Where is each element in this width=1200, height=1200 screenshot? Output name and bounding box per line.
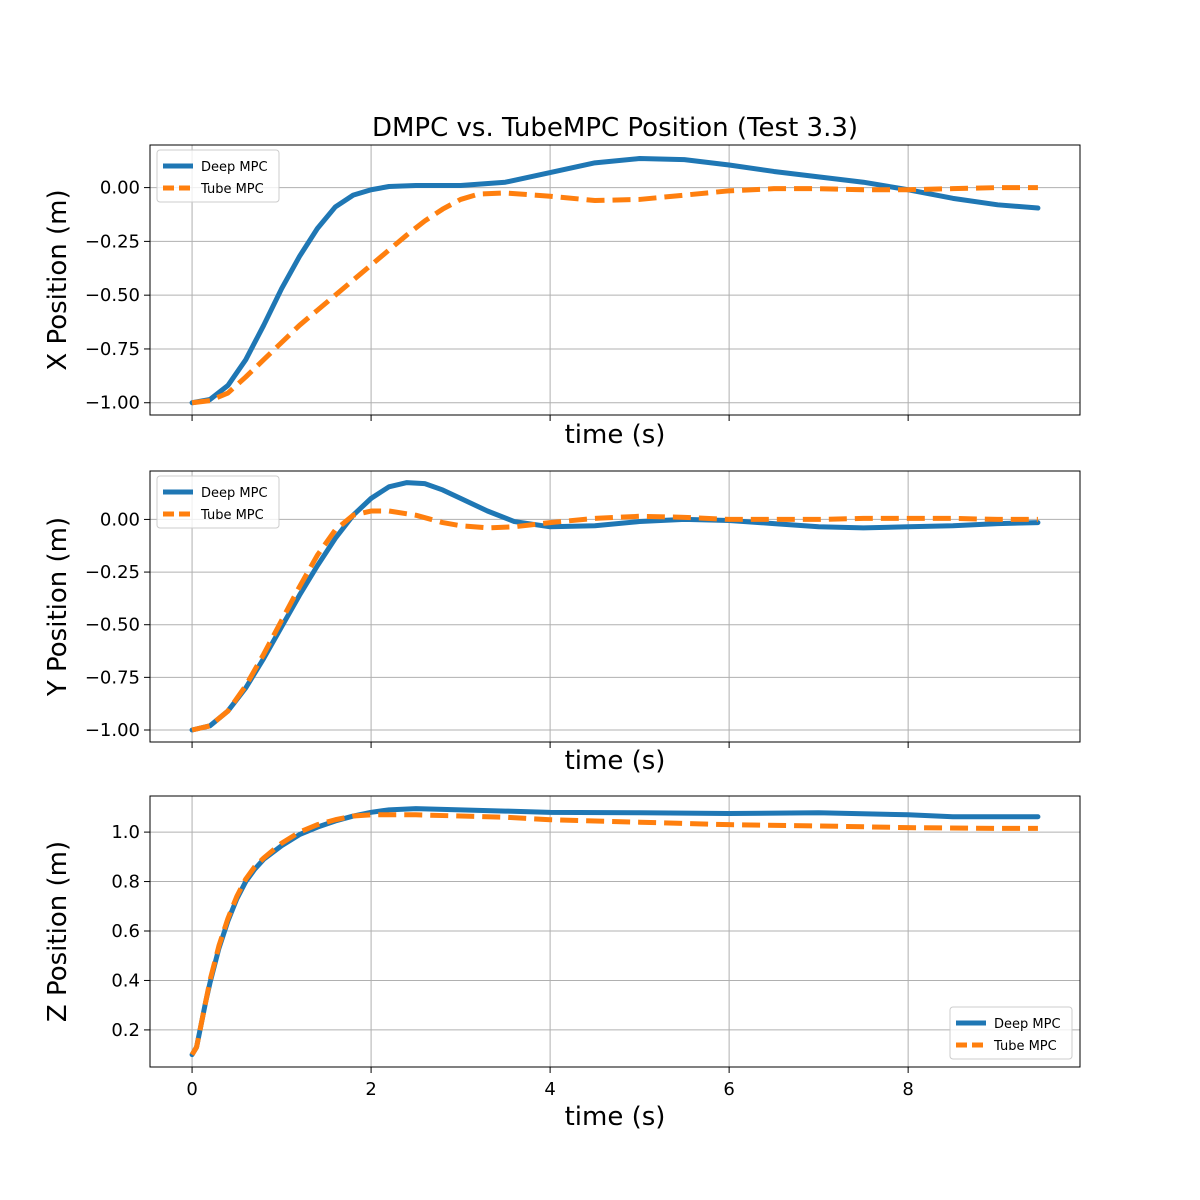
legend-label-tube-mpc-z: Tube MPC [993,1039,1057,1054]
x-tick-label-z-0: 0 [186,1079,197,1100]
y-tick-label-x-0: −1.00 [85,393,140,414]
y-axis-label-x: X Position (m) [43,189,73,370]
series-tube-mpc-y [191,508,1038,733]
y-tick-label-z-3: 0.8 [111,872,140,893]
y-axis-label-z: Z Position (m) [43,841,73,1022]
x-tick-label-z-2: 4 [544,1079,555,1100]
x-axis-label-x: time (s) [565,420,666,450]
axes-frame-y [149,470,1081,743]
series-tube-mpc-z [189,812,1038,1056]
legend-label-deep-mpc-z: Deep MPC [994,1017,1061,1032]
y-tick-label-z-1: 0.4 [111,970,140,991]
legend-x: Deep MPC Tube MPC [156,149,280,203]
subplot-x: −1.00 −0.75 −0.50 −0.25 0.00 time (s) X Positi… [43,144,1081,450]
legend-y: Deep MPC Tube MPC [156,475,280,529]
series-deep-mpc-y [189,480,1041,733]
x-tick-label-z-1: 2 [365,1079,376,1100]
legend-label-deep-mpc-x: Deep MPC [201,160,268,175]
y-tick-label-y-0: −1.00 [85,720,140,741]
y-tick-label-x-2: −0.50 [85,285,140,306]
series-tube-mpc-x [191,185,1038,406]
axes-frame-x [149,144,1081,416]
legend-label-deep-mpc-y: Deep MPC [201,486,268,501]
subplot-z: 0 2 4 6 8 0.2 0.4 0.6 0.8 1.0 time (s) Z Position (… [43,795,1081,1132]
y-tick-label-z-0: 0.2 [111,1020,140,1041]
legend-label-tube-mpc-y: Tube MPC [200,508,264,523]
series-deep-mpc-z [189,806,1041,1058]
y-tick-label-x-1: −0.75 [85,339,140,360]
y-tick-label-y-2: −0.50 [85,615,140,636]
x-axis-label-z: time (s) [565,1102,666,1132]
x-axis-label-y: time (s) [565,746,666,776]
subplots: −1.00 −0.75 −0.50 −0.25 0.00 time (s) X Positi… [43,144,1081,1132]
x-tick-label-z-4: 8 [902,1079,913,1100]
y-tick-label-y-3: −0.25 [85,562,140,583]
y-tick-label-z-2: 0.6 [111,921,140,942]
chart-title: DMPC vs. TubeMPC Position (Test 3.3) [372,113,858,143]
legend-label-tube-mpc-x: Tube MPC [200,182,264,197]
legend-z: Deep MPC Tube MPC [949,1006,1073,1060]
y-axis-label-y: Y Position (m) [43,517,73,697]
y-tick-label-y-4: 0.00 [100,509,140,530]
y-tick-label-x-4: 0.00 [100,178,140,199]
x-tick-label-z-3: 6 [723,1079,734,1100]
y-tick-label-x-3: −0.25 [85,231,140,252]
y-tick-label-y-1: −0.75 [85,667,140,688]
subplot-y: −1.00 −0.75 −0.50 −0.25 0.00 time (s) Y Positi… [43,470,1081,776]
y-tick-label-z-4: 1.0 [111,822,140,843]
series-deep-mpc-x [189,156,1041,406]
